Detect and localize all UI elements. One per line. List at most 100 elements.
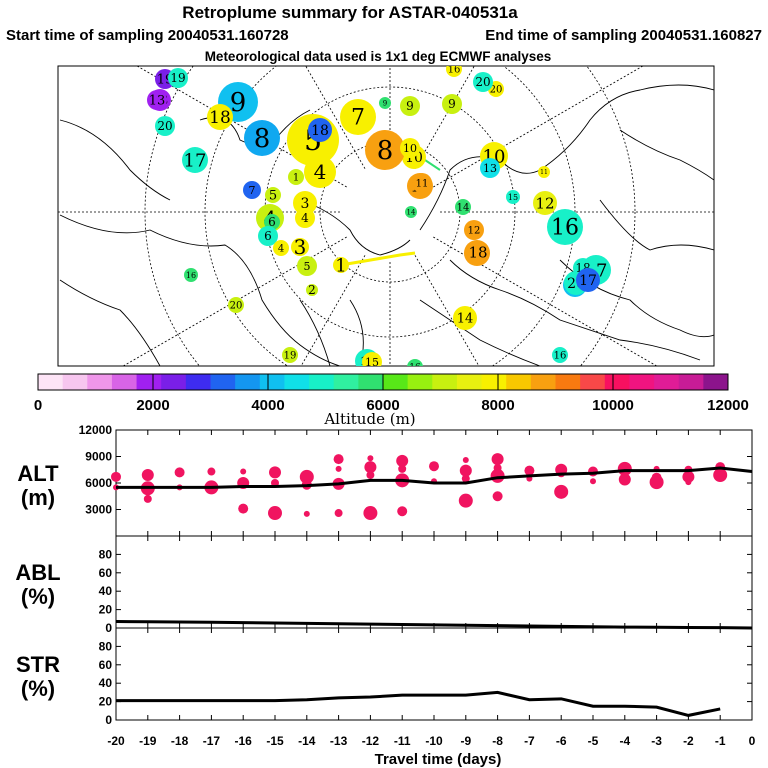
cluster-marker — [538, 166, 550, 178]
colorbar-swatch — [580, 374, 606, 390]
cluster-point — [397, 506, 408, 517]
colorbar-swatch — [358, 374, 384, 390]
time-series-panels: 30006000900012000ALT(m)020406080ABL(%)02… — [15, 423, 755, 748]
cluster-point — [590, 478, 596, 485]
cluster-label: 14 — [457, 312, 474, 327]
cluster-label: 8 — [377, 136, 394, 166]
cluster-label: 9 — [383, 99, 387, 107]
cluster-label: 16 — [551, 216, 579, 241]
cluster-marker — [379, 97, 391, 109]
cluster-label: 4 — [301, 211, 309, 225]
cluster-label: 1 — [335, 255, 346, 276]
cluster-point — [524, 465, 535, 476]
cluster-point — [713, 468, 728, 483]
trajectory-line — [340, 251, 416, 267]
cluster-marker — [184, 268, 198, 282]
colorbar-tick-label: 8000 — [481, 397, 514, 414]
colorbar-tick-label: 10000 — [592, 397, 634, 414]
cluster-marker — [306, 284, 318, 296]
meridian-line — [122, 236, 347, 366]
cluster-point — [364, 461, 377, 474]
cluster-marker — [244, 120, 280, 156]
y-tick-label: 12000 — [79, 423, 113, 437]
cluster-marker — [533, 191, 557, 215]
colorbar-swatch — [555, 374, 581, 390]
cluster-marker — [243, 181, 261, 199]
cluster-label: 20 — [475, 75, 490, 89]
map-panel: 1234567891011121314151617181920875499101… — [57, 65, 715, 367]
colorbar-swatch — [62, 374, 88, 390]
x-tick-label: -19 — [139, 734, 157, 748]
y-tick-label: 80 — [99, 639, 113, 653]
panel-label: ALT — [17, 461, 59, 486]
cluster-point — [141, 469, 154, 482]
colorbar-swatch — [136, 374, 162, 390]
cluster-point — [366, 471, 375, 480]
cluster-label: 5 — [304, 260, 311, 273]
colorbar-tick-label: 4000 — [251, 397, 284, 414]
x-tick-label: -6 — [556, 734, 567, 748]
cluster-point — [462, 457, 469, 464]
x-tick-label: -9 — [460, 734, 471, 748]
cluster-point — [682, 470, 695, 483]
cluster-label: 16 — [448, 65, 461, 76]
y-tick-label: 6000 — [85, 476, 112, 490]
cluster-label: 14 — [407, 208, 416, 216]
cluster-label: 3 — [294, 235, 307, 259]
colorbar-tick-label: 6000 — [366, 397, 399, 414]
colorbar-swatch — [38, 374, 64, 390]
colorbar-swatch — [629, 374, 655, 390]
cluster-point — [207, 467, 216, 476]
cluster-label: 7 — [351, 106, 365, 131]
cluster-marker — [464, 220, 484, 240]
cluster-marker — [288, 169, 304, 185]
cluster-marker — [155, 116, 175, 136]
colorbar-swatch — [407, 374, 433, 390]
cluster-marker — [405, 206, 417, 218]
x-tick-label: -8 — [492, 734, 503, 748]
panel-label: ABL — [15, 560, 60, 585]
x-tick-label: 0 — [749, 734, 756, 748]
y-tick-label: 20 — [99, 695, 113, 709]
met-data-label: Meteorological data used is 1x1 deg ECMW… — [205, 49, 552, 64]
coastline — [449, 259, 701, 361]
colorbar-swatch — [161, 374, 187, 390]
cluster-label: 10 — [403, 142, 417, 155]
x-tick-label: -14 — [298, 734, 316, 748]
cluster-point — [299, 469, 314, 484]
cluster-point — [268, 506, 282, 521]
cluster-point — [493, 463, 502, 472]
y-tick-label: 60 — [99, 658, 113, 672]
cluster-point — [367, 455, 374, 462]
map-frame — [57, 65, 715, 367]
cluster-marker — [362, 352, 382, 366]
cluster-label: 3 — [301, 196, 310, 212]
colorbar-tick-label: 2000 — [136, 397, 169, 414]
cluster-label: 1 — [293, 173, 299, 184]
cluster-marker — [506, 190, 520, 204]
colorbar-swatch — [432, 374, 458, 390]
x-tick-label: -4 — [619, 734, 630, 748]
cluster-label: 19 — [284, 351, 297, 362]
cluster-point — [335, 465, 342, 472]
cluster-marker — [304, 156, 336, 188]
x-tick-label: -11 — [394, 734, 411, 748]
cluster-label: 19 — [170, 71, 185, 85]
cluster-point — [429, 461, 439, 472]
x-tick-label: -7 — [524, 734, 535, 748]
cluster-marker — [308, 118, 332, 142]
panel-label: STR — [16, 652, 60, 677]
cluster-marker — [182, 147, 208, 173]
cluster-label: 18 — [311, 123, 329, 139]
cluster-label: 8 — [254, 124, 271, 154]
cluster-point — [240, 468, 247, 475]
coastline — [619, 129, 714, 181]
x-tick-label: -20 — [107, 734, 125, 748]
x-tick-label: -12 — [362, 734, 380, 748]
y-tick-label: 40 — [99, 676, 113, 690]
panel-unit: (m) — [21, 485, 55, 510]
y-tick-label: 0 — [105, 713, 112, 727]
cluster-label: 18 — [468, 243, 487, 261]
cluster-marker — [282, 347, 298, 363]
x-tick-label: -10 — [425, 734, 443, 748]
